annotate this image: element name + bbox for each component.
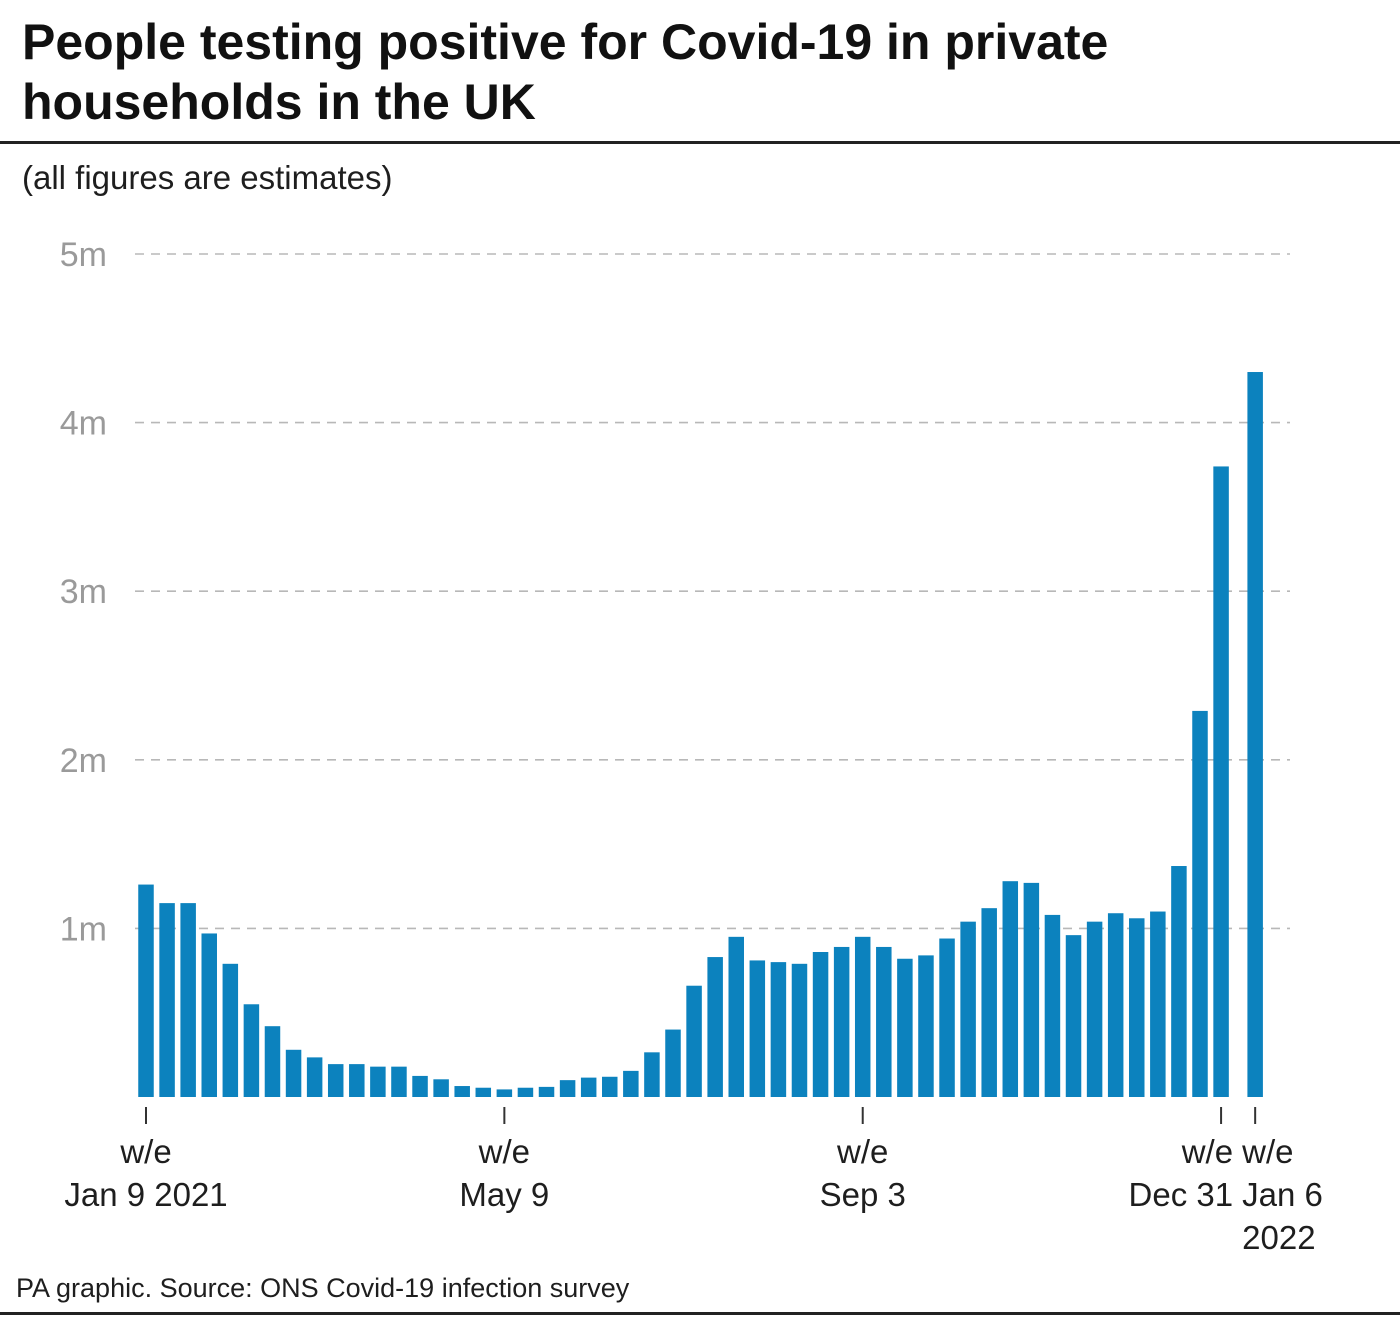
bar: [602, 1076, 618, 1097]
bar: [243, 1004, 260, 1097]
bar: [538, 1086, 555, 1097]
bar: [496, 1089, 513, 1097]
x-tick-label: Jan 9 2021: [64, 1176, 227, 1213]
bar: [433, 1079, 449, 1097]
bar: [812, 952, 829, 1097]
bar: [159, 903, 175, 1097]
x-tick-label: May 9: [459, 1176, 549, 1213]
bar: [1213, 466, 1229, 1097]
bar: [707, 957, 723, 1097]
bar: [306, 1057, 323, 1097]
x-tick-label: Jan 6: [1242, 1176, 1323, 1213]
y-tick-label: 5m: [60, 236, 107, 274]
bar: [180, 903, 196, 1097]
bar: [1086, 921, 1103, 1097]
bar: [854, 936, 871, 1097]
bar: [1247, 372, 1263, 1097]
bar: [222, 963, 239, 1097]
x-tick-label: w/e: [478, 1133, 530, 1170]
bar: [1107, 913, 1124, 1097]
bar: [1002, 881, 1019, 1097]
y-tick-label: 1m: [60, 910, 107, 948]
y-tick-label: 3m: [60, 573, 107, 611]
bar: [833, 946, 850, 1097]
bottom-rule: [0, 1312, 1400, 1315]
bar: [1023, 882, 1040, 1097]
y-tick-label: 4m: [60, 405, 107, 443]
bar: [285, 1049, 302, 1097]
bar: [1065, 935, 1082, 1097]
bar: [644, 1052, 660, 1097]
bar: [327, 1064, 344, 1097]
x-tick-label: w/e: [836, 1133, 888, 1170]
bar: [349, 1064, 365, 1097]
bar: [918, 955, 934, 1097]
bar: [559, 1080, 576, 1097]
bar: [749, 960, 766, 1097]
bars: [138, 372, 1263, 1097]
bar: [876, 946, 892, 1097]
bar: [201, 933, 217, 1097]
bar: [138, 884, 154, 1097]
x-tick-label: w/e: [119, 1133, 171, 1170]
bar: [1044, 914, 1061, 1097]
bar: [517, 1087, 534, 1097]
bar: [580, 1077, 597, 1097]
bar: [939, 938, 955, 1097]
bar: [623, 1070, 639, 1097]
bar: [770, 962, 787, 1097]
bar: [791, 963, 808, 1097]
bar: [1192, 710, 1208, 1097]
bar: [370, 1066, 386, 1097]
bar: [1129, 918, 1145, 1097]
x-tick-label: Sep 3: [820, 1176, 906, 1213]
bar: [960, 921, 976, 1097]
bar: [686, 985, 702, 1097]
x-tick-label: 2022: [1242, 1219, 1315, 1256]
bar: [665, 1029, 681, 1097]
bar: [412, 1075, 428, 1097]
bar: [1150, 911, 1166, 1097]
bar: [475, 1087, 492, 1097]
chart-title: People testing positive for Covid-19 in …: [22, 14, 1109, 130]
bar: [897, 958, 913, 1097]
bar: [391, 1066, 407, 1097]
bar: [454, 1086, 470, 1097]
gridlines: 1m 2m 3m 4m 5m: [60, 236, 1290, 948]
x-tick-label: w/e: [1181, 1133, 1233, 1170]
x-tick-label: Dec 31: [1129, 1176, 1234, 1213]
top-rule: [0, 141, 1400, 144]
y-tick-label: 2m: [60, 742, 107, 780]
source-note: PA graphic. Source: ONS Covid-19 infecti…: [16, 1273, 630, 1303]
x-tick-label: w/e: [1241, 1133, 1293, 1170]
bar: [728, 936, 744, 1097]
bar: [1171, 866, 1187, 1097]
bar: [981, 908, 997, 1097]
bar: [264, 1026, 281, 1097]
chart-subtitle: (all figures are estimates): [22, 159, 393, 196]
